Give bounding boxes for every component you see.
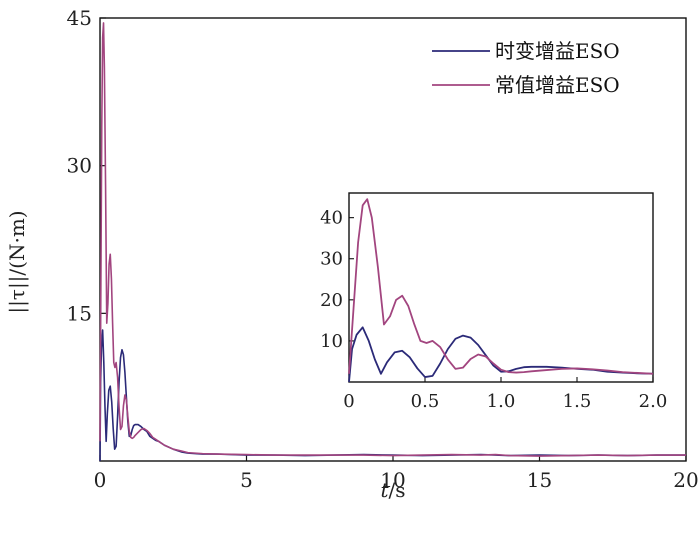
x-axis-label: t/s <box>380 478 405 502</box>
legend-label-1: 常值增益ESO <box>495 73 620 97</box>
x-axis-label-symbol: t <box>380 478 389 502</box>
series-line-1 <box>99 22 686 457</box>
y-tick-label-0: 15 <box>67 301 92 325</box>
x-tick-label-4: 20 <box>673 468 698 492</box>
inset-x-tick-label-2: 1.0 <box>487 391 516 412</box>
inset-y-tick-label-1: 20 <box>320 290 343 311</box>
legend-label-0: 时变增益ESO <box>495 39 620 63</box>
x-tick-label-2: 10 <box>380 468 405 492</box>
inset-series-line-1 <box>348 198 654 375</box>
inset-x-tick-label-0: 0 <box>343 391 354 412</box>
x-tick-label-3: 15 <box>527 468 552 492</box>
y-tick-label-1: 30 <box>67 154 92 178</box>
y-tick-label-2: 45 <box>67 6 92 30</box>
x-axis-label-unit: /s <box>389 478 406 502</box>
inset-y-tick-label-2: 30 <box>320 249 343 270</box>
x-tick-label-0: 0 <box>94 468 107 492</box>
inset-x-tick-label-4: 2.0 <box>639 391 668 412</box>
legend: 时变增益ESO 常值增益ESO <box>432 39 620 97</box>
inset-x-tick-label-1: 0.5 <box>411 391 440 412</box>
x-tick-label-1: 5 <box>240 468 253 492</box>
inset-plot: 0 0.5 1.0 1.5 2.0 10 20 30 40 <box>320 192 668 412</box>
inset-x-tick-label-3: 1.5 <box>563 391 592 412</box>
inset-y-tick-label-3: 40 <box>320 208 343 229</box>
main-plot: 0 5 10 15 20 15 30 45 <box>67 6 699 492</box>
y-axis-label: ||τ||/(N·m) <box>5 210 30 313</box>
inset-y-tick-label-0: 10 <box>320 331 343 352</box>
